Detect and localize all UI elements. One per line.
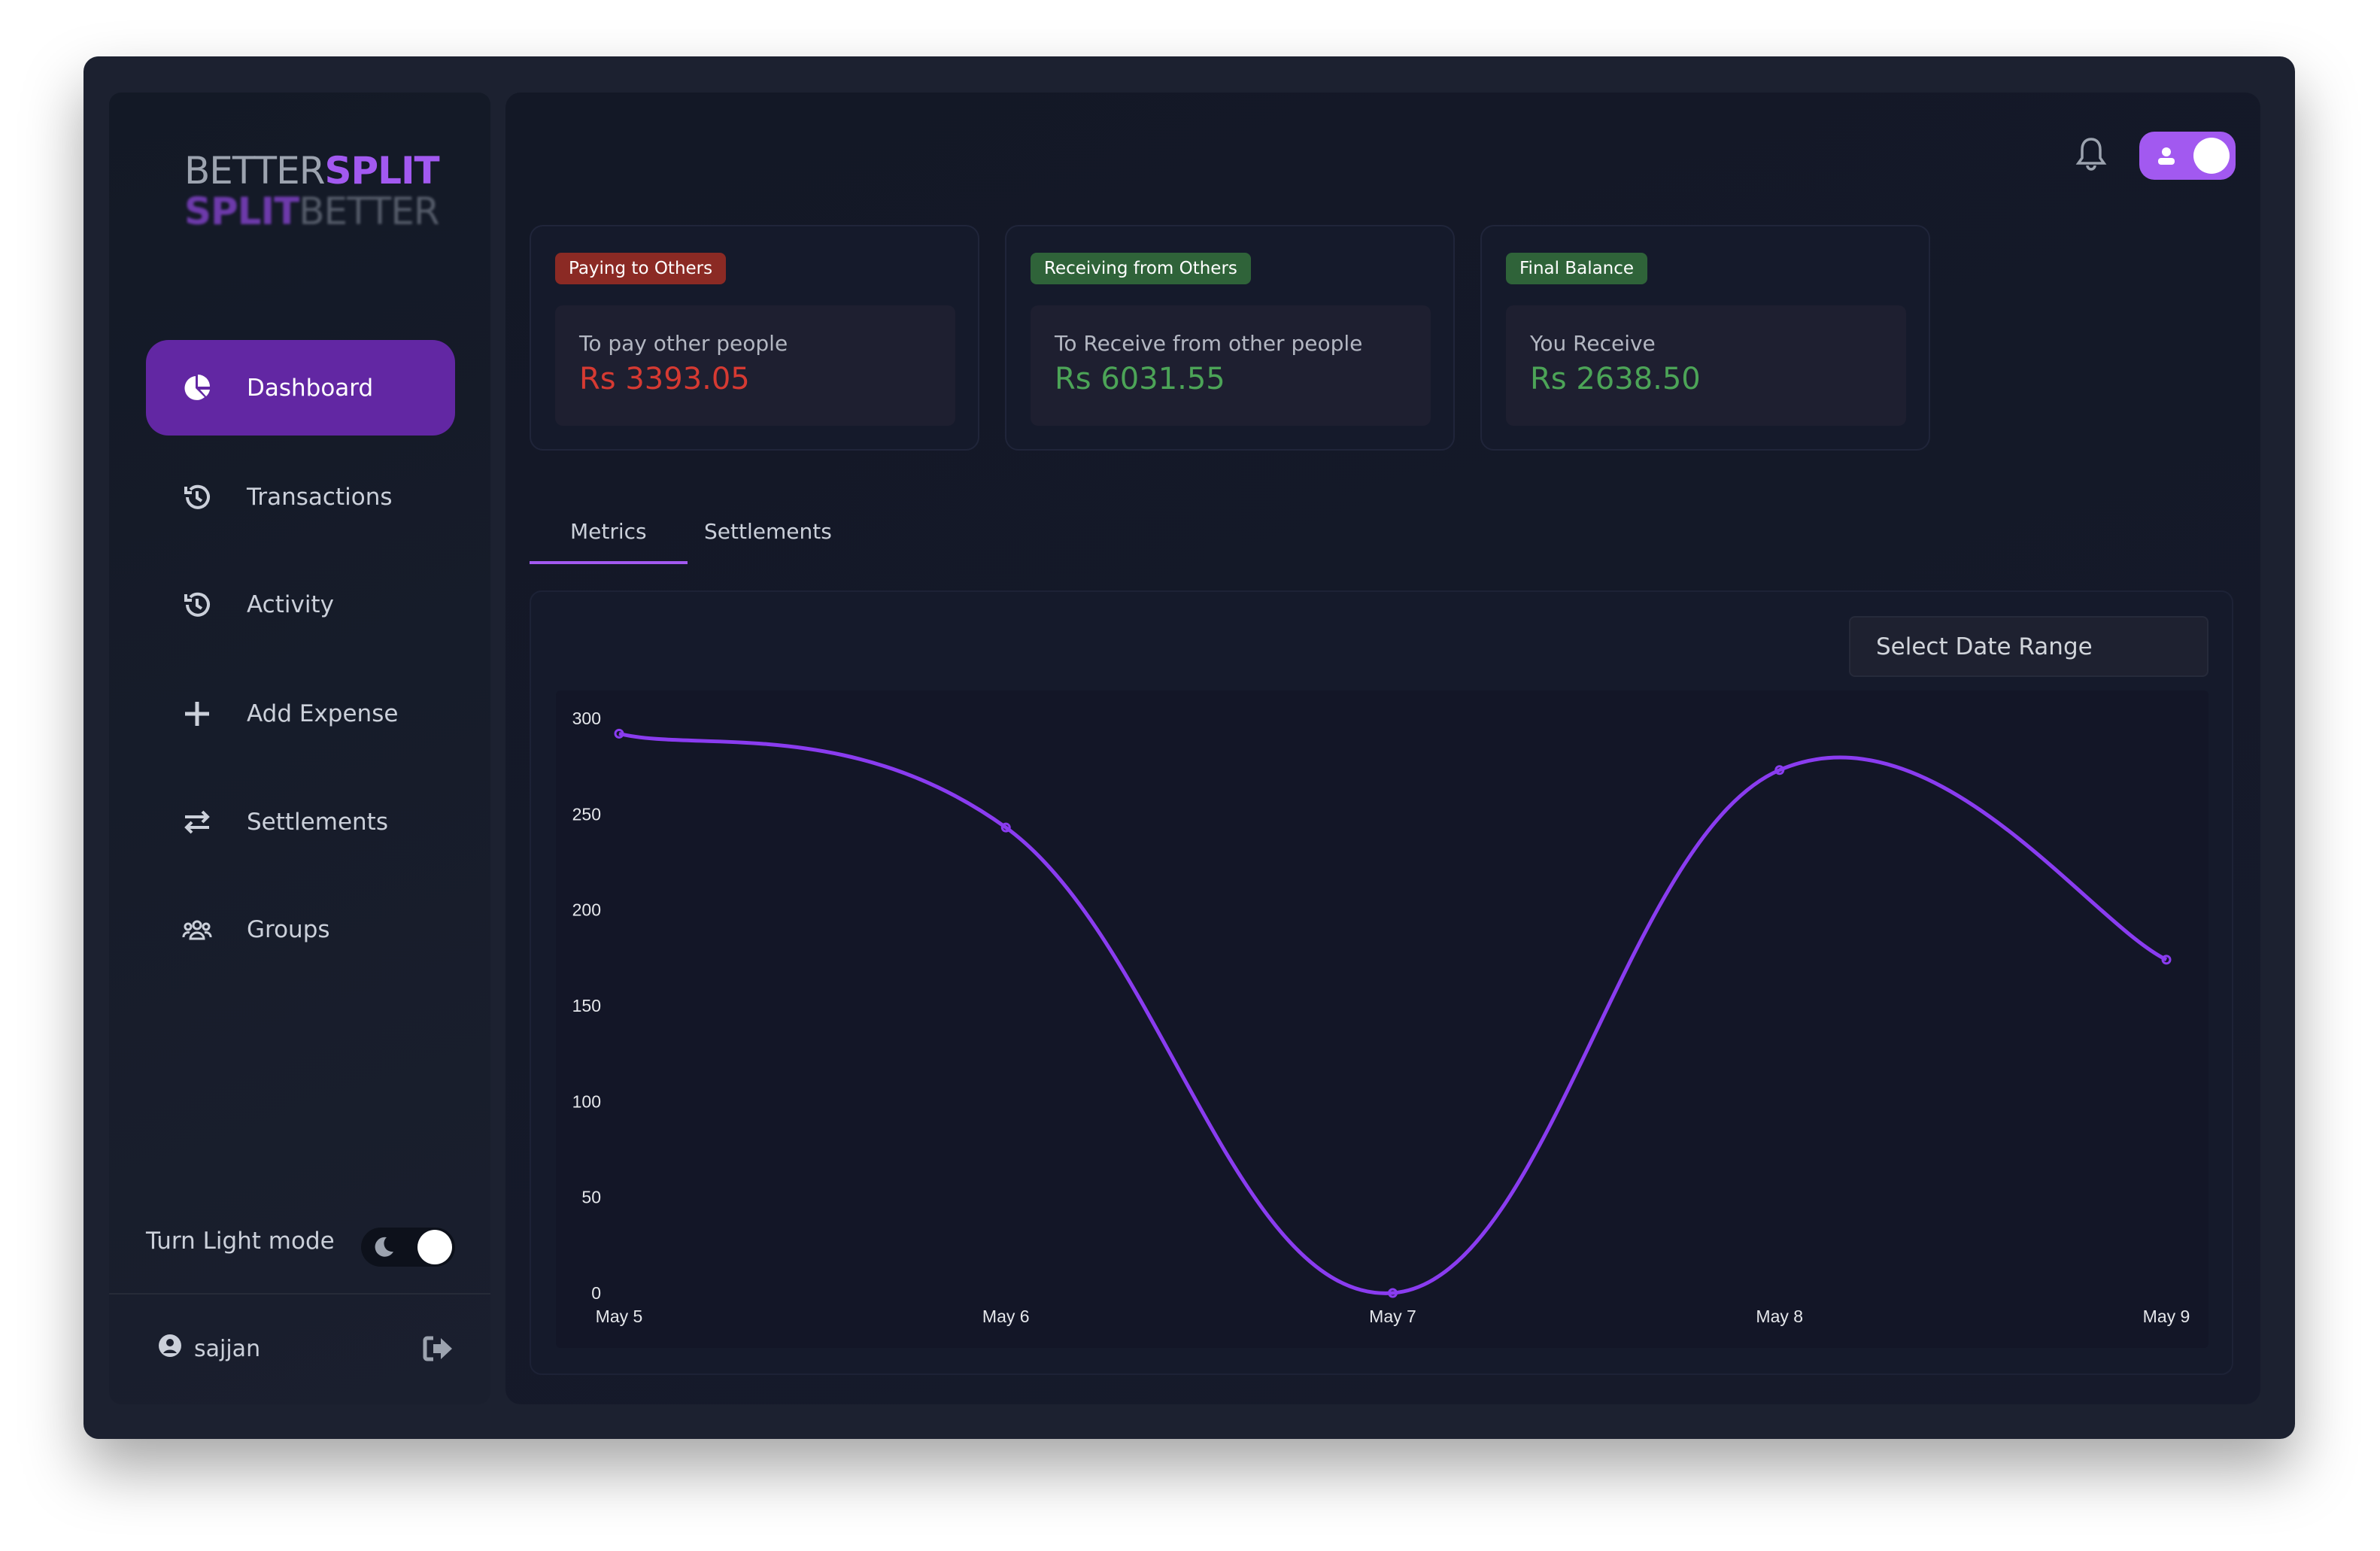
- series-line: [618, 731, 2168, 1295]
- pie-chart-icon: [181, 372, 214, 405]
- y-tick-label: 250: [572, 804, 601, 824]
- line-chart: 0 50 100 150 200 250 300 May 5 May 6 May 7 May 8 Ma…: [572, 709, 2190, 1326]
- nav-label: Dashboard: [247, 374, 374, 402]
- sidebar-item-settlements[interactable]: Settlements: [146, 774, 455, 870]
- chart-area: 0 50 100 150 200 250 300 May 5 May 6 May 7 May 8 Ma…: [556, 691, 2208, 1348]
- logo-text: BETTER: [299, 190, 439, 233]
- card-amount: Rs 6031.55: [1055, 362, 1225, 396]
- profile-toggle[interactable]: [2139, 132, 2236, 180]
- toggle-knob: [417, 1230, 452, 1264]
- nav-label: Activity: [247, 590, 334, 618]
- x-tick-label: May 8: [1756, 1307, 1803, 1326]
- card-label: You Receive: [1530, 331, 1656, 356]
- nav-label: Transactions: [247, 483, 393, 511]
- x-tick-label: May 6: [982, 1307, 1030, 1326]
- sidebar-item-transactions[interactable]: Transactions: [146, 449, 455, 545]
- card-amount: Rs 3393.05: [579, 362, 750, 396]
- user-profile[interactable]: sajjan: [158, 1334, 260, 1364]
- nav-label: Add Expense: [247, 700, 399, 727]
- data-point[interactable]: [2161, 955, 2172, 965]
- bell-icon[interactable]: [2075, 135, 2108, 175]
- y-tick-label: 100: [572, 1091, 601, 1111]
- logout-icon[interactable]: [423, 1335, 454, 1365]
- sidebar: [109, 93, 490, 1404]
- users-icon: [181, 913, 214, 946]
- x-tick-label: May 7: [1369, 1307, 1416, 1326]
- status-badge: Final Balance: [1506, 253, 1648, 284]
- data-point[interactable]: [614, 728, 624, 739]
- user-circle-icon: [158, 1334, 182, 1364]
- logo-text: SPLIT: [184, 190, 299, 233]
- sidebar-item-dashboard[interactable]: Dashboard: [146, 340, 455, 436]
- status-badge: Receiving from Others: [1031, 253, 1251, 284]
- date-range-button[interactable]: Select Date Range: [1849, 616, 2208, 677]
- sidebar-item-groups[interactable]: Groups: [146, 882, 455, 977]
- card-amount: Rs 2638.50: [1530, 362, 1701, 396]
- light-mode-label: Turn Light mode: [146, 1228, 335, 1255]
- nav-label: Groups: [247, 915, 330, 943]
- logo: BETTERSPLIT SPLITBETTER: [184, 149, 440, 233]
- card-label: To Receive from other people: [1055, 331, 1363, 356]
- arrows-exchange-icon: [181, 806, 214, 839]
- user-icon: [2157, 147, 2175, 168]
- tab-settlements[interactable]: Settlements: [704, 519, 832, 544]
- nav-label: Settlements: [247, 808, 388, 836]
- light-mode-toggle[interactable]: [361, 1228, 455, 1267]
- data-point[interactable]: [1774, 765, 1785, 776]
- y-tick-label: 150: [572, 996, 601, 1015]
- balance-card: Final Balance You Receive Rs 2638.50: [1480, 225, 1930, 451]
- data-point[interactable]: [1000, 822, 1011, 833]
- moon-icon: [372, 1235, 396, 1262]
- paying-card: Paying to Others To pay other people Rs 3…: [530, 225, 979, 451]
- username: sajjan: [194, 1335, 261, 1362]
- toggle-knob: [2193, 138, 2230, 174]
- y-tick-label: 300: [572, 709, 601, 728]
- y-tick-label: 50: [581, 1188, 601, 1207]
- y-tick-label: 200: [572, 900, 601, 920]
- history-icon: [181, 481, 214, 514]
- history-icon: [181, 588, 214, 621]
- logo-text: BETTER: [184, 149, 325, 193]
- x-tick-label: May 5: [596, 1307, 643, 1326]
- sidebar-item-activity[interactable]: Activity: [146, 557, 455, 652]
- status-badge: Paying to Others: [555, 253, 727, 284]
- card-label: To pay other people: [579, 331, 788, 356]
- data-point[interactable]: [1388, 1288, 1398, 1298]
- sidebar-item-add-expense[interactable]: Add Expense: [146, 666, 455, 761]
- logo-text: SPLIT: [324, 149, 439, 193]
- plus-icon: [181, 697, 214, 730]
- x-tick-label: May 9: [2143, 1307, 2190, 1326]
- y-tick-label: 0: [591, 1283, 601, 1303]
- receiving-card: Receiving from Others To Receive from ot…: [1005, 225, 1455, 451]
- divider: [109, 1293, 490, 1295]
- tab-metrics[interactable]: Metrics: [530, 519, 688, 564]
